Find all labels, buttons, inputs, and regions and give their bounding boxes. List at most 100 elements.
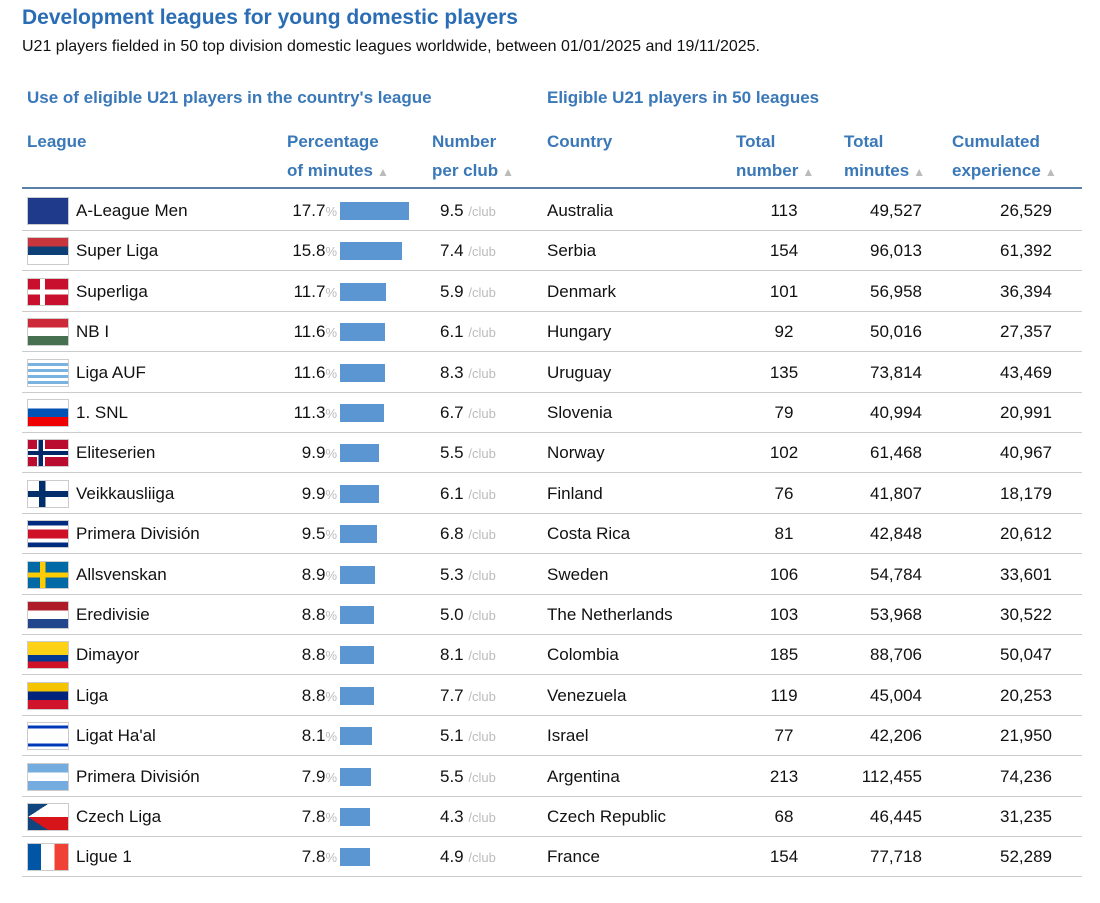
country-name: Israel [547, 726, 589, 746]
header-cumulated-experience[interactable]: Cumulated experience ▲ [952, 127, 1057, 187]
per-club-value: 4.9 /club [440, 847, 496, 867]
cumulated-experience: 18,179 [1000, 483, 1052, 503]
per-club-number: 4.9 [440, 847, 464, 867]
percentage-value: 7.9% [302, 767, 337, 787]
flag-co-icon [28, 642, 68, 669]
header-country[interactable]: Country [547, 132, 613, 151]
table-row[interactable]: Super Liga 15.8% 7.4 /club Serbia 154 96… [22, 230, 1082, 272]
header-total-number[interactable]: Total number ▲ [736, 127, 814, 187]
table-row[interactable]: Primera División 7.9% 5.5 /club Argentin… [22, 756, 1082, 797]
sort-icon[interactable]: ▲ [376, 165, 389, 179]
league-name[interactable]: NB I [76, 322, 110, 342]
league-name[interactable]: Czech Liga [76, 807, 162, 826]
per-club-value: 5.0 /club [440, 605, 496, 625]
percentage-value: 8.8% [302, 645, 337, 665]
pct-number: 8.1 [301, 726, 326, 746]
header-text: Number [432, 132, 497, 151]
sort-icon[interactable]: ▲ [502, 165, 515, 179]
league-name[interactable]: Ligat Ha'al [76, 726, 156, 746]
league-name[interactable]: Superliga [76, 281, 148, 301]
table-row[interactable]: Liga AUF 11.6% 8.3 /club Uruguay 135 73,… [22, 352, 1082, 393]
table-row[interactable]: 1. SNL 11.3% 6.7 /club Slovenia 79 40,99… [22, 392, 1082, 433]
table-row[interactable]: Superliga 11.7% 5.9 /club Denmark 101 56… [22, 271, 1082, 312]
table-row[interactable]: Czech Liga 7.8% 4.3 /club Czech Republic… [22, 796, 1082, 837]
pct-number: 11.6 [293, 362, 326, 382]
league-name[interactable]: Eredivisie [76, 605, 150, 624]
flag-hu-icon [28, 319, 68, 346]
flag-fi-icon [28, 480, 68, 507]
header-per-club[interactable]: Number per club ▲ [432, 127, 514, 187]
table-row[interactable]: Eliteserien 9.9% 5.5 /club Norway 102 61… [22, 432, 1082, 474]
per-club-number: 5.9 [440, 281, 464, 301]
league-name[interactable]: Primera División [76, 766, 200, 786]
table-row[interactable]: A-League Men 17.7% 9.5 /club Australia 1… [22, 190, 1082, 231]
league-name[interactable]: Veikkausliiga [76, 483, 175, 503]
cumulated-experience: 36,394 [1000, 281, 1052, 301]
total-minutes: 53,968 [870, 605, 922, 624]
per-club-number: 7.7 [440, 685, 464, 705]
cumulated-experience: 74,236 [1000, 766, 1052, 786]
country-name: Czech Republic [547, 807, 667, 826]
sort-icon[interactable]: ▲ [913, 165, 926, 179]
table-row[interactable]: Liga 8.8% 7.7 /club Venezuela 119 45,004… [22, 675, 1082, 716]
header-total-minutes[interactable]: Total minutes ▲ [844, 127, 925, 187]
table-row[interactable]: NB I 11.6% 6.1 /club Hungary 92 50,016 2… [22, 311, 1082, 353]
league-name[interactable]: Liga [76, 685, 109, 705]
pct-unit: % [325, 608, 337, 623]
percentage-bar [340, 686, 375, 705]
pct-number: 8.9 [301, 564, 326, 584]
per-club-value: 5.5 /club [440, 443, 496, 463]
header-league[interactable]: League [27, 132, 87, 151]
per-club-value: 6.1 /club [440, 322, 496, 342]
league-name[interactable]: Primera División [76, 524, 200, 544]
percentage-value: 7.8% [302, 807, 337, 827]
table-row[interactable]: Dimayor 8.8% 8.1 /club Colombia 185 88,7… [22, 634, 1082, 676]
pct-unit: % [325, 406, 337, 421]
league-name[interactable]: Dimayor [76, 645, 140, 665]
league-name[interactable]: Allsvenskan [76, 564, 167, 584]
flag-no-icon [28, 440, 68, 467]
per-club-value: 6.7 /club [440, 403, 496, 423]
table-row[interactable]: Veikkausliiga 9.9% 6.1 /club Finland 76 … [22, 473, 1082, 514]
sort-icon[interactable]: ▲ [1044, 165, 1057, 179]
club-unit: /club [468, 204, 496, 219]
country-name: France [547, 847, 600, 867]
percentage-value: 11.3% [294, 403, 337, 423]
flag-rs-icon [28, 238, 68, 265]
cumulated-experience: 33,601 [1000, 564, 1052, 584]
country-name: Australia [547, 201, 614, 220]
total-number: 154 [769, 847, 799, 867]
league-name[interactable]: A-League Men [76, 201, 188, 220]
league-name[interactable]: Eliteserien [76, 443, 156, 463]
table-row[interactable]: Eredivisie 8.8% 5.0 /club The Netherland… [22, 594, 1082, 635]
pct-unit: % [325, 567, 337, 583]
header-percentage[interactable]: Percentage of minutes ▲ [287, 127, 389, 187]
table-row[interactable]: Allsvenskan 8.9% 5.3 /club Sweden 106 54… [22, 554, 1082, 595]
league-name[interactable]: 1. SNL [76, 403, 128, 422]
percentage-bar [340, 444, 379, 463]
table-row[interactable]: Ligue 1 7.8% 4.9 /club France 154 77,718… [22, 836, 1082, 878]
cumulated-experience: 43,469 [1000, 362, 1052, 382]
total-minutes: 42,206 [870, 726, 922, 746]
league-name[interactable]: Liga AUF [76, 362, 146, 382]
sort-icon[interactable]: ▲ [802, 165, 815, 179]
country-name: Norway [547, 443, 605, 463]
flag-nl-icon [28, 602, 68, 628]
percentage-value: 15.8% [292, 241, 337, 261]
percentage-bar [340, 646, 375, 665]
table-row[interactable]: Primera División 9.5% 6.8 /club Costa Ri… [22, 513, 1082, 555]
pct-unit: % [325, 688, 337, 704]
total-number: 68 [774, 807, 794, 826]
pct-number: 7.8 [301, 807, 326, 826]
pct-number: 8.8 [301, 685, 326, 705]
table-row[interactable]: Ligat Ha'al 8.1% 5.1 /club Israel 77 42,… [22, 715, 1082, 757]
percentage-bar [340, 565, 375, 584]
total-number: 102 [769, 443, 799, 463]
club-unit: /club [468, 850, 496, 866]
group-heading-usage: Use of eligible U21 players in the count… [27, 88, 432, 107]
league-name[interactable]: Super Liga [76, 241, 159, 261]
flag-ar-icon [28, 763, 68, 790]
percentage-bar [340, 202, 410, 220]
league-name[interactable]: Ligue 1 [76, 847, 132, 867]
flag-si-icon [28, 400, 68, 426]
